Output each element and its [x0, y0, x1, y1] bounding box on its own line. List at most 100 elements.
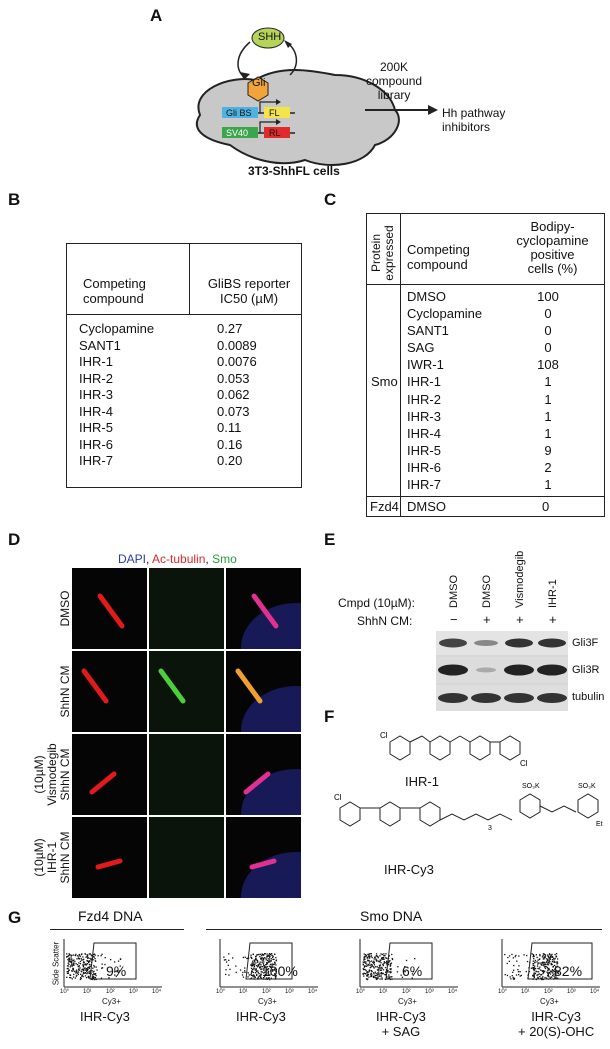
x-tick-label: 10¹	[521, 989, 530, 995]
row-compound: IHR-3	[79, 387, 113, 402]
micrograph-cell	[72, 568, 147, 649]
g-group-fzd4: Fzd4 DNA	[78, 908, 143, 924]
row-percent: 0	[544, 323, 552, 339]
table-row: IHR-4 0.073	[79, 404, 299, 421]
plot-caption: IHR-Cy3 + SAG	[376, 1009, 426, 1039]
micrograph-cell	[226, 817, 351, 942]
table-c: Protein expressed Competing compound Bodip…	[366, 213, 605, 517]
lane-shh-sign: +	[516, 612, 524, 627]
x-tick-label: 10⁴	[152, 989, 162, 995]
panel-label-e: E	[324, 530, 336, 549]
table-row: IHR-5 9	[407, 442, 602, 459]
band-tub-2	[471, 693, 501, 703]
row-ic50: 0.053	[217, 370, 250, 386]
row-ic50: 0.0089	[217, 337, 257, 353]
row-percent: 0	[544, 340, 552, 356]
x-axis-label: Cy3+	[102, 997, 121, 1006]
svg-text:Et: Et	[596, 821, 603, 828]
row-percent: 108	[537, 357, 559, 373]
row-compound: IHR-4	[407, 425, 441, 441]
band-gli3f-4	[538, 638, 566, 648]
row-ic50: 0.062	[217, 387, 250, 402]
x-tick-label: 10°	[60, 989, 70, 995]
panel-label-d: D	[8, 530, 21, 549]
band-gli3f-1	[439, 638, 467, 648]
fl-label: FL	[269, 108, 280, 118]
svg-text:Cl: Cl	[520, 759, 528, 768]
panel-label-b: B	[8, 190, 21, 209]
micrograph-cell	[149, 568, 224, 649]
x-tick-label: 10°	[498, 989, 508, 995]
micrograph-row-label: ShhN CM	[4, 651, 72, 732]
row-percent: 0	[544, 306, 552, 322]
band-gli3f-3	[505, 638, 533, 648]
table-row: SANT1 0	[407, 322, 602, 339]
lane-compound-label: DMSO	[448, 575, 460, 608]
table-c-header1: Competing compound	[407, 242, 470, 272]
x-tick-label: 10¹	[83, 989, 92, 995]
molecule-ihrcy3-label: IHR-Cy3	[384, 862, 434, 877]
sv40-label: SV40	[226, 128, 249, 138]
lane-compound-label: DMSO	[481, 575, 493, 608]
band-label-tubulin: tubulin	[572, 691, 605, 703]
shh-ligand	[251, 27, 285, 49]
row-ic50: 0.20	[217, 453, 243, 468]
rl-box	[264, 127, 290, 138]
plot-caption: IHR-Cy3 + 20(S)-OHC	[518, 1009, 595, 1039]
y-axis-label: Side Scatter	[51, 941, 61, 986]
row-ic50: 0.073	[217, 403, 250, 419]
flow-plot: 10° 10¹ 10² 10³ 10⁴ Cy3+ 100% IHR-Cy3	[210, 935, 322, 1049]
gate-percent: 82%	[554, 963, 583, 979]
panel-label-g: G	[8, 908, 22, 927]
row-ic50: 0.27	[217, 321, 243, 336]
micrograph-cell	[149, 734, 224, 815]
lane-shh-sign: −	[450, 612, 458, 627]
gli-factor	[247, 76, 269, 102]
table-row: IHR-2 0.053	[79, 371, 299, 388]
plot-caption: IHR-Cy3	[236, 1009, 286, 1024]
table-row: IHR-7 0.20	[79, 453, 299, 470]
table-c-fzd4-value: 0	[542, 499, 550, 514]
table-row: IHR-3 1	[407, 408, 602, 425]
x-tick-label: 10³	[567, 989, 576, 995]
row-compound: IWR-1	[407, 357, 444, 373]
table-row: Cyclopamine 0.27	[79, 321, 299, 338]
row-compound: IHR-7	[407, 477, 441, 493]
cells-label: 3T3-ShhFL cells	[248, 164, 340, 178]
band-tub-4	[537, 693, 567, 703]
x-tick-label: 10°	[216, 989, 226, 995]
row-compound: SANT1	[407, 323, 449, 339]
row-compound: SANT1	[79, 337, 121, 353]
x-tick-label: 10³	[285, 989, 294, 995]
x-tick-label: 10⁴	[448, 989, 458, 995]
table-row: IHR-2 1	[407, 391, 602, 408]
row-percent: 1	[544, 391, 552, 407]
lane-compound-label: IHR-1	[547, 579, 559, 608]
glibs-label: Gli BS	[226, 108, 252, 118]
row-percent: 2	[544, 459, 552, 475]
x-tick-label: 10³	[425, 989, 434, 995]
x-tick-label: 10²	[402, 989, 411, 995]
micrograph-cell	[72, 734, 147, 815]
row-percent: 1	[544, 477, 552, 493]
row-compound: IHR-2	[79, 370, 113, 386]
d-row-labels: DMSO ShhN CM ShhN CM Vismodegib (10µM) ShhN C…	[0, 568, 72, 900]
micrograph-cell	[72, 651, 147, 732]
band-gli3r-3	[504, 664, 534, 676]
e-cmpd-label: Cmpd (10µM):	[338, 596, 415, 610]
gate-percent: 100%	[262, 963, 298, 979]
row-compound: IHR-6	[407, 459, 441, 475]
table-b-header1: Competing compound	[83, 276, 146, 306]
row-compound: IHR-1	[79, 354, 113, 369]
panel-label-c: C	[324, 190, 337, 209]
micrograph-cell	[226, 568, 351, 693]
panel-label-a: A	[150, 6, 163, 25]
row-compound: IHR-3	[407, 408, 441, 424]
flow-plot: 10° 10¹ 10² 10³ 10⁴ Cy3+ 82% IHR-Cy3 + 20(S)-OHC	[492, 935, 604, 1049]
band-gli3f-2	[474, 640, 498, 646]
band-gli3r-2	[476, 667, 496, 673]
row-label-line: ShhN CM	[58, 665, 72, 718]
table-row: IHR-6 0.16	[79, 437, 299, 454]
table-row: IHR-6 2	[407, 459, 602, 476]
fl-box	[264, 107, 290, 118]
